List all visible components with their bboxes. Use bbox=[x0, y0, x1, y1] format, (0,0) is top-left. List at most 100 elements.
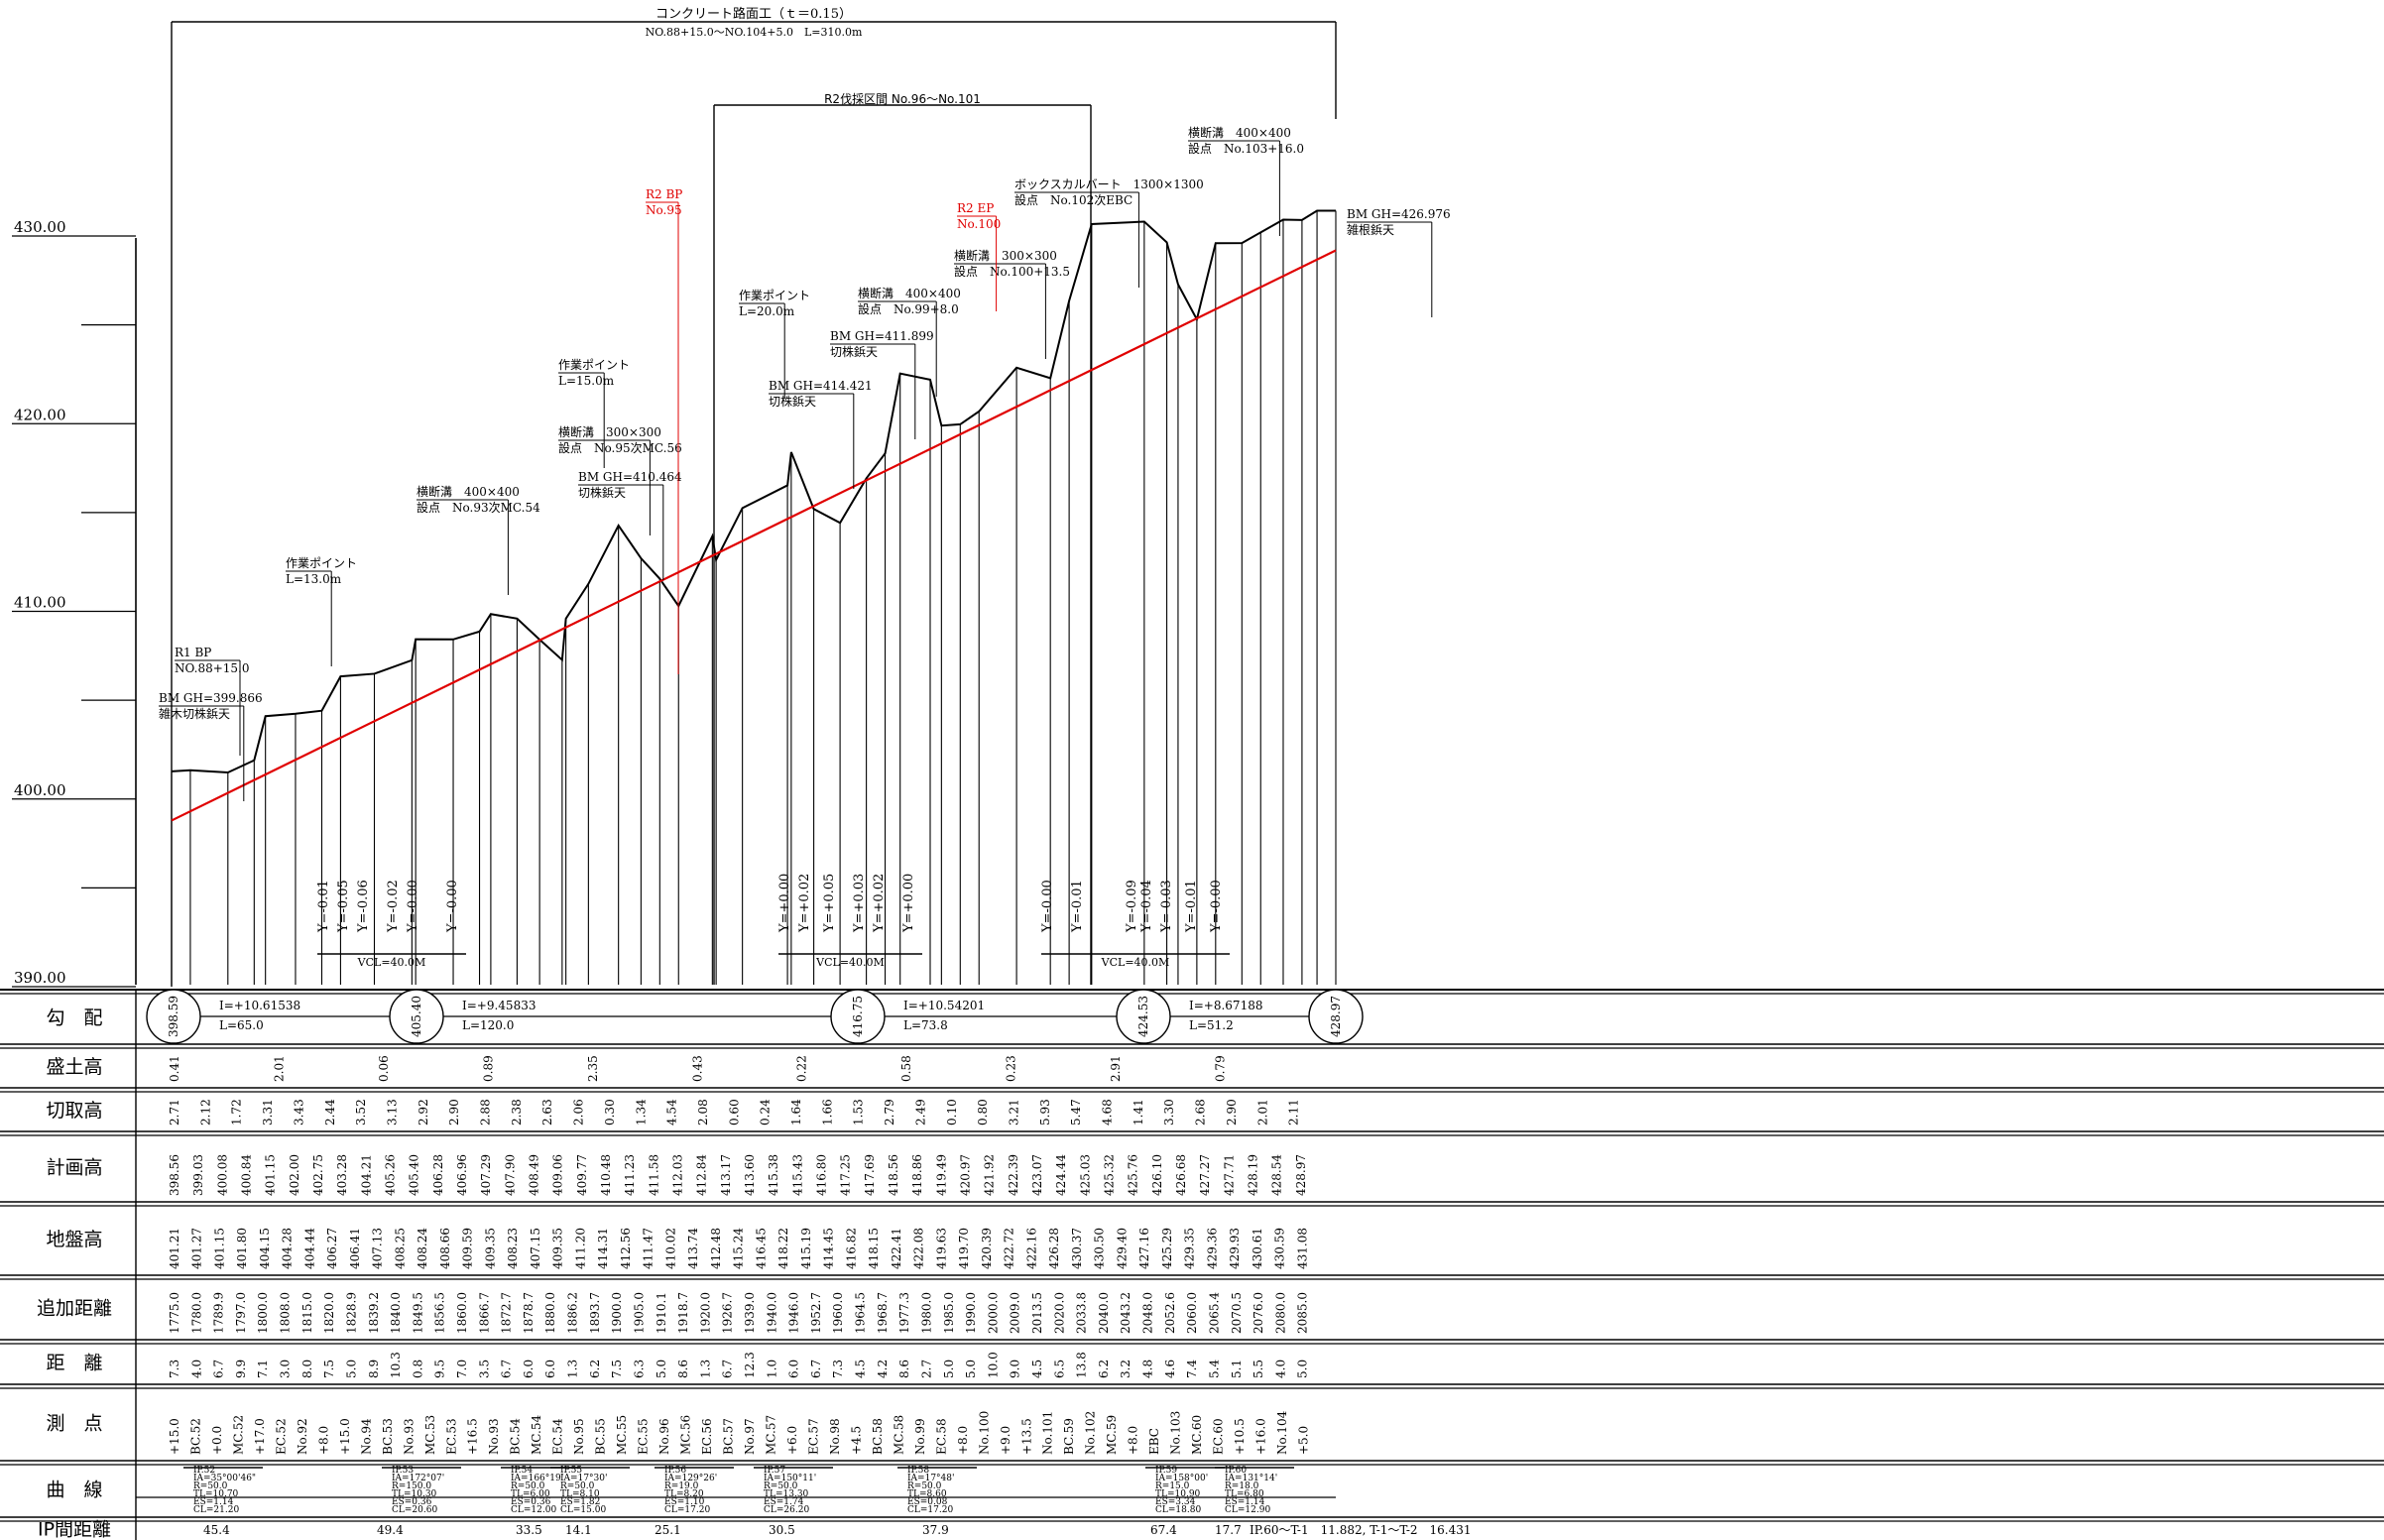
station-value: MC.54 bbox=[530, 1415, 543, 1455]
cut-height-value: 2.90 bbox=[447, 1099, 461, 1125]
curve-param: TL=10.70 bbox=[193, 1489, 239, 1499]
annotation-ditch2: 設点 No.95次MC.56 bbox=[558, 440, 682, 455]
ip-distance-value: 37.9 bbox=[922, 1523, 949, 1537]
distance-value: 1.3 bbox=[698, 1360, 712, 1378]
curve-param: ES=3.34 bbox=[1155, 1497, 1196, 1507]
ground-height-value: 408.23 bbox=[506, 1228, 520, 1269]
vc-y-label: Y=+0.00 bbox=[777, 874, 792, 933]
ground-height-value: 431.08 bbox=[1295, 1228, 1309, 1269]
curve-param: CL=21.20 bbox=[193, 1505, 239, 1515]
curve-param: TL=6.00 bbox=[511, 1489, 550, 1499]
distance-value: 7.1 bbox=[256, 1360, 270, 1378]
annotation-ditch5: 設点 No.103+16.0 bbox=[1188, 141, 1304, 156]
grade-node-label: 428.97 bbox=[1329, 996, 1343, 1037]
vc-y-label: Y=-0.00 bbox=[406, 880, 420, 933]
plan-height-value: 408.49 bbox=[528, 1154, 541, 1196]
curve-param: IA=17°30' bbox=[560, 1474, 607, 1483]
plan-height-value: 425.32 bbox=[1103, 1154, 1117, 1196]
plan-height-value: 425.76 bbox=[1127, 1154, 1140, 1196]
cut-height-value: 3.21 bbox=[1007, 1099, 1020, 1125]
added-distance-value: 2060.0 bbox=[1185, 1292, 1199, 1334]
plan-height-value: 417.69 bbox=[863, 1154, 877, 1196]
station-value: +9.0 bbox=[999, 1426, 1013, 1455]
station-value: No.95 bbox=[572, 1418, 586, 1455]
ground-line bbox=[171, 209, 1336, 773]
station-value: MC.53 bbox=[423, 1415, 437, 1455]
added-distance-value: 1940.0 bbox=[765, 1292, 778, 1334]
cut-height-value: 3.13 bbox=[385, 1099, 399, 1125]
distance-value: 9.5 bbox=[433, 1360, 447, 1378]
curve-param: IA=17°48' bbox=[907, 1474, 954, 1483]
added-distance-value: 1839.2 bbox=[367, 1292, 381, 1334]
station-value: BC.52 bbox=[188, 1418, 202, 1455]
added-distance-value: 1797.0 bbox=[234, 1292, 248, 1334]
added-distance-value: 2040.0 bbox=[1097, 1292, 1111, 1334]
ground-height-value: 430.50 bbox=[1093, 1228, 1107, 1269]
plan-height-value: 415.38 bbox=[767, 1154, 780, 1196]
added-distance-value: 1820.0 bbox=[322, 1292, 336, 1334]
distance-value: 6.3 bbox=[632, 1360, 646, 1378]
added-distance-value: 1780.0 bbox=[189, 1292, 203, 1334]
distance-value: 2.7 bbox=[919, 1360, 933, 1378]
station-value: MC.56 bbox=[679, 1415, 693, 1455]
ground-height-value: 409.35 bbox=[551, 1228, 565, 1269]
station-value: BC.58 bbox=[871, 1418, 885, 1455]
vcl-label: VCL=40.0M bbox=[815, 956, 885, 969]
row-label-ipdist: IP間距離 bbox=[38, 1519, 111, 1540]
curve-param: IP.58 bbox=[907, 1466, 929, 1476]
distance-value: 4.2 bbox=[876, 1360, 890, 1378]
vc-y-label: Y=+0.02 bbox=[872, 874, 887, 933]
station-value: BC.54 bbox=[509, 1418, 523, 1455]
curve-param: R=50.0 bbox=[560, 1481, 595, 1491]
curve-param: R=15.0 bbox=[1155, 1481, 1190, 1491]
plan-height-value: 406.96 bbox=[455, 1154, 469, 1196]
station-value: MC.57 bbox=[764, 1415, 777, 1455]
added-distance-value: 2033.8 bbox=[1075, 1292, 1089, 1334]
annotation-bm2: 切株鋲天 bbox=[578, 485, 626, 500]
annotation-ditch5: 横断溝 400×400 bbox=[1188, 125, 1291, 140]
distance-value: 6.0 bbox=[543, 1360, 557, 1378]
station-value: EC.53 bbox=[444, 1418, 458, 1455]
plan-height-value: 411.58 bbox=[647, 1154, 660, 1196]
distance-value: 7.3 bbox=[168, 1360, 181, 1378]
row-label-dist: 距 離 bbox=[46, 1353, 102, 1374]
distance-value: 8.6 bbox=[676, 1360, 690, 1378]
ground-height-value: 408.24 bbox=[416, 1228, 429, 1269]
added-distance-value: 1815.0 bbox=[300, 1292, 314, 1334]
added-distance-value: 2048.0 bbox=[1141, 1292, 1155, 1334]
fill-height-value: 0.79 bbox=[1214, 1055, 1228, 1082]
vc-y-label: Y=-0.00 bbox=[445, 880, 460, 933]
range-label: R2伐採区間 No.96～No.101 bbox=[824, 92, 981, 106]
annotation-bm3: BM GH=414.421 bbox=[769, 379, 873, 393]
fill-height-value: 2.35 bbox=[586, 1055, 600, 1082]
plan-height-value: 428.54 bbox=[1270, 1154, 1284, 1196]
added-distance-value: 1900.0 bbox=[610, 1292, 624, 1334]
header-subtitle: NO.88+15.0～NO.104+5.0 L=310.0m bbox=[646, 26, 863, 39]
added-distance-value: 1878.7 bbox=[522, 1292, 536, 1334]
distance-value: 6.2 bbox=[1097, 1360, 1111, 1378]
distance-value: 6.0 bbox=[787, 1360, 801, 1378]
distance-value: 4.5 bbox=[854, 1360, 868, 1378]
annotation-box: ボックスカルバート 1300×1300 bbox=[1014, 178, 1204, 191]
ground-height-value: 408.66 bbox=[438, 1228, 452, 1269]
grade-segment-i: I=+10.54201 bbox=[903, 999, 985, 1012]
ground-height-value: 430.61 bbox=[1251, 1228, 1264, 1269]
curve-param: TL=10.90 bbox=[1155, 1489, 1201, 1499]
ground-height-value: 430.37 bbox=[1070, 1228, 1084, 1269]
distance-value: 5.4 bbox=[1207, 1360, 1221, 1378]
station-value: No.102 bbox=[1084, 1411, 1098, 1455]
ground-height-value: 416.45 bbox=[754, 1228, 768, 1269]
vc-y-label: Y=-0.04 bbox=[1139, 880, 1154, 933]
ground-height-value: 401.21 bbox=[168, 1228, 181, 1269]
annotation-bm1: BM GH=399.866 bbox=[159, 691, 263, 705]
vc-y-label: Y=-0.09 bbox=[1125, 880, 1139, 933]
curve-param: ES=1.82 bbox=[560, 1497, 600, 1507]
cut-height-value: 4.54 bbox=[665, 1099, 679, 1125]
distance-value: 7.0 bbox=[455, 1360, 469, 1378]
ground-height-value: 414.45 bbox=[822, 1228, 836, 1269]
added-distance-value: 1849.5 bbox=[411, 1292, 424, 1334]
curve-param: TL=6.80 bbox=[1225, 1489, 1264, 1499]
station-value: +16.0 bbox=[1254, 1418, 1268, 1455]
curve-param: IP.55 bbox=[560, 1466, 582, 1476]
